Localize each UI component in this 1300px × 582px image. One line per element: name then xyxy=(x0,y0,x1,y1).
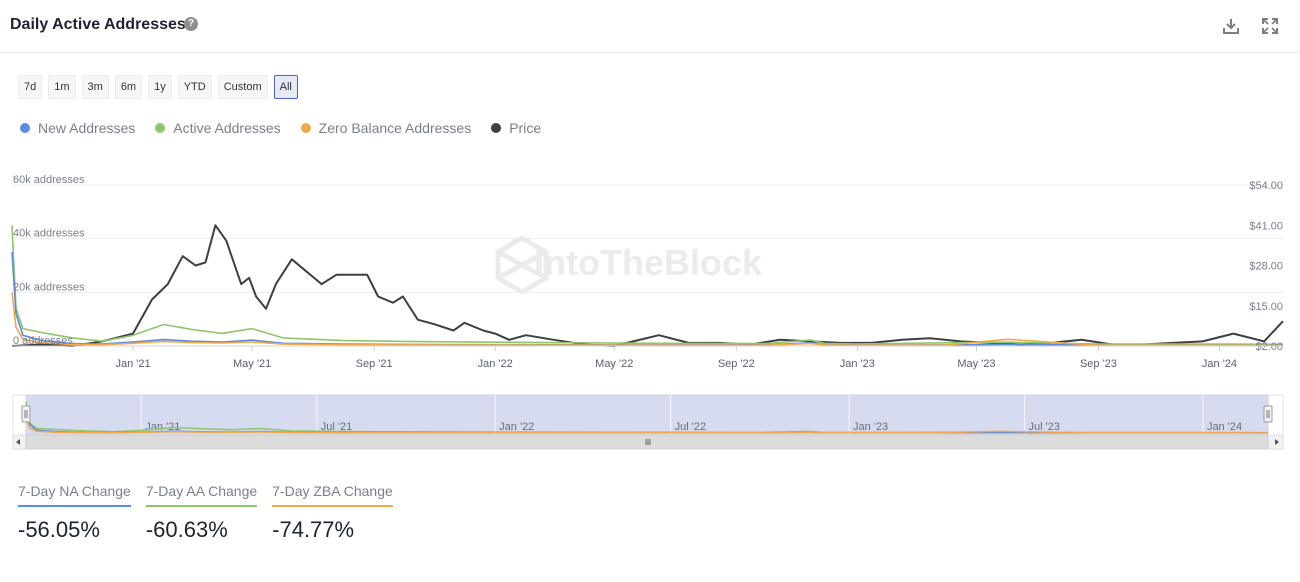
series-line-price xyxy=(11,224,1284,347)
x-tick-label: Sep '22 xyxy=(718,358,755,370)
range-button-7d[interactable]: 7d xyxy=(18,75,43,99)
stat-value: -56.05% xyxy=(18,517,100,542)
legend-item-price[interactable]: Price xyxy=(491,120,541,136)
navigator-tick-label: Jul '23 xyxy=(1029,421,1060,433)
x-tick-label: Sep '21 xyxy=(356,358,393,370)
y-left-tick-label: 40k addresses xyxy=(13,228,85,240)
watermark-text: IntoTheBlock xyxy=(534,242,763,283)
x-tick-label: Jan '23 xyxy=(840,358,875,370)
x-tick-label: May '23 xyxy=(957,358,995,370)
legend-item-active-addresses[interactable]: Active Addresses xyxy=(155,120,281,136)
navigator-handle-right[interactable] xyxy=(1263,405,1273,423)
y-right-tick-label: $41.00 xyxy=(1249,220,1283,232)
stat-value: -74.77% xyxy=(272,517,355,542)
series xyxy=(11,224,1284,347)
scrollbar-grip-icon xyxy=(645,439,651,445)
legend-item-new-addresses[interactable]: New Addresses xyxy=(20,120,135,136)
chart-header: Daily Active Addresses ? xyxy=(0,0,1300,53)
x-tick-label: May '22 xyxy=(595,358,633,370)
main-chart[interactable]: IntoTheBlock 0 addresses 20k addresses 40k… xyxy=(0,170,1300,380)
x-tick-label: Jan '24 xyxy=(1202,358,1237,370)
stat-na-change: 7-Day NA Change -56.05% xyxy=(18,483,131,543)
navigator-selection[interactable] xyxy=(25,394,1269,436)
y-right-tick-label: $28.00 xyxy=(1249,261,1283,273)
range-button-6m[interactable]: 6m xyxy=(114,75,143,99)
legend-label: New Addresses xyxy=(38,120,136,136)
legend-label: Price xyxy=(509,120,542,136)
y-right-tick-label: $54.00 xyxy=(1249,180,1283,192)
navigator-series xyxy=(25,401,1269,434)
navigator-line-zero-balance-addresses xyxy=(25,418,1269,434)
series-line-active-addresses xyxy=(11,225,1284,346)
legend-label: Zero Balance Addresses xyxy=(318,120,472,136)
navigator[interactable]: Jan '21 Jul '21 Jan '22 Jul '22 Jan '23 Jul '… xyxy=(0,393,1300,453)
y-left-tick-label: 0 addresses xyxy=(13,335,73,347)
stat-label: 7-Day AA Change xyxy=(145,483,258,507)
stat-label: 7-Day ZBA Change xyxy=(272,483,393,507)
download-icon[interactable] xyxy=(1221,16,1241,36)
legend-label: Active Addresses xyxy=(173,120,281,136)
legend-dot-icon xyxy=(20,123,30,133)
navigator-tick-label: Jan '23 xyxy=(853,421,888,433)
range-button-ytd[interactable]: YTD xyxy=(177,75,212,99)
scroll-left-arrow-icon[interactable] xyxy=(16,439,20,445)
x-tick-label: Sep '23 xyxy=(1080,358,1117,370)
legend-item-zero-balance-addresses[interactable]: Zero Balance Addresses xyxy=(300,120,472,136)
stat-label: 7-Day NA Change xyxy=(18,483,131,507)
range-button-all[interactable]: All xyxy=(273,75,298,99)
axes: 0 addresses 20k addresses 40k addresses 60k… xyxy=(12,174,1283,370)
navigator-tick-label: Jan '22 xyxy=(499,421,534,433)
series-line-zero-balance-addresses xyxy=(11,292,1284,347)
y-right-tick-label: $2.00 xyxy=(1255,341,1283,353)
y-left-tick-label: 20k addresses xyxy=(13,281,85,293)
navigator-tick-label: Jul '22 xyxy=(675,421,706,433)
fullscreen-icon[interactable] xyxy=(1260,16,1280,36)
scroll-right-arrow-icon[interactable] xyxy=(1275,439,1279,445)
stat-zba-change: 7-Day ZBA Change -74.77% xyxy=(272,483,393,543)
scrollbar-thumb[interactable] xyxy=(25,434,1269,450)
x-tick-label: May '21 xyxy=(233,358,271,370)
navigator-tick-label: Jan '24 xyxy=(1207,421,1242,433)
range-button-custom[interactable]: Custom xyxy=(217,75,268,99)
legend-dot-icon xyxy=(300,123,311,133)
range-selector: 7d 1m 3m 6m 1y YTD Custom All xyxy=(18,75,298,99)
x-tick-label: Jan '21 xyxy=(115,358,150,370)
navigator-grid: Jan '21 Jul '21 Jan '22 Jul '22 Jan '23 Jul '… xyxy=(140,395,1242,435)
x-tick-label: Jan '22 xyxy=(478,358,513,370)
navigator-handle-left[interactable] xyxy=(21,405,31,423)
page-title: Daily Active Addresses xyxy=(10,16,186,33)
navigator-tick-label: Jul '21 xyxy=(321,421,352,433)
y-right-tick-label: $15.00 xyxy=(1249,301,1283,313)
question-circle-icon[interactable]: ? xyxy=(184,17,198,31)
legend-dot-icon xyxy=(155,123,166,133)
range-button-3m[interactable]: 3m xyxy=(81,75,109,99)
range-button-1m[interactable]: 1m xyxy=(48,75,76,99)
chart-legend: New Addresses Active Addresses Zero Bala… xyxy=(20,120,541,136)
y-left-tick-label: 60k addresses xyxy=(13,174,85,186)
watermark-logo-icon xyxy=(495,235,549,295)
stat-value: -60.63% xyxy=(145,517,228,542)
change-stats: 7-Day NA Change -56.05% 7-Day AA Change … xyxy=(18,483,393,543)
range-button-1y[interactable]: 1y xyxy=(148,75,172,99)
legend-dot-icon xyxy=(491,123,502,133)
stat-aa-change: 7-Day AA Change -60.63% xyxy=(145,483,258,543)
